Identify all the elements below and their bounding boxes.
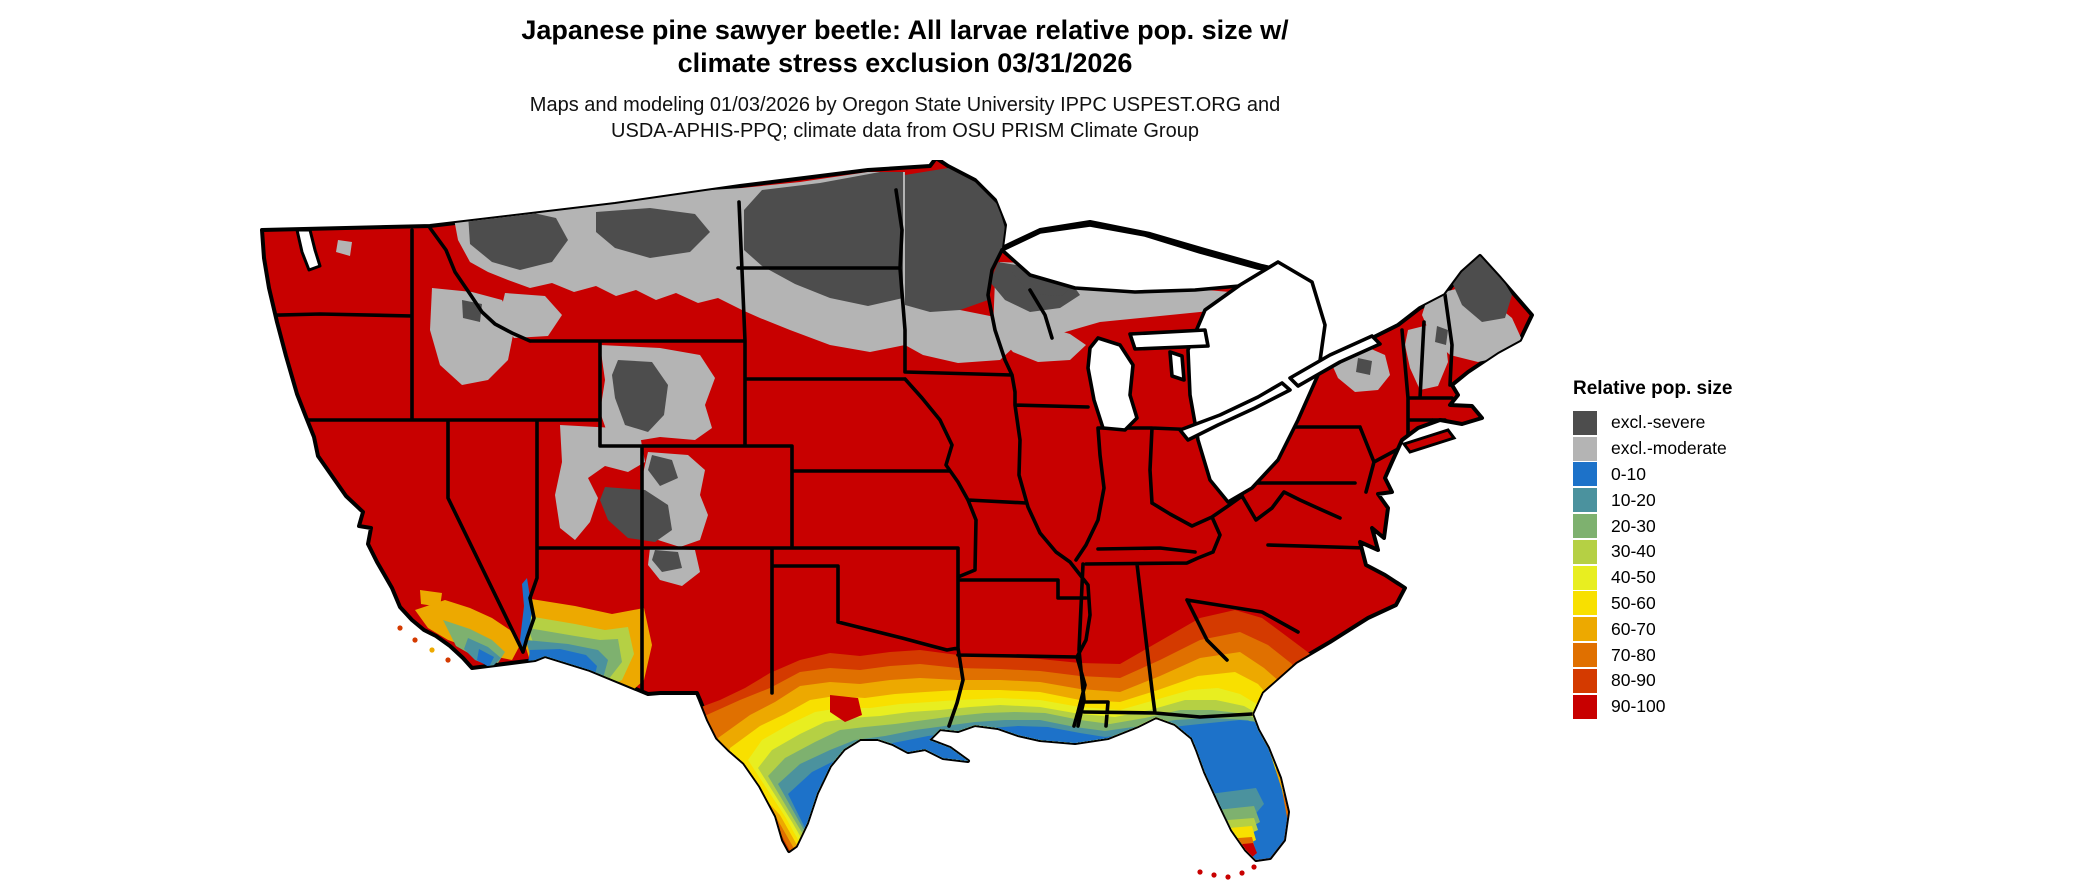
puget-sound: [295, 228, 322, 272]
legend-swatch: [1573, 488, 1597, 513]
islands: [397, 428, 1457, 880]
mackinac-strait: [1128, 328, 1210, 351]
legend-swatch: [1573, 565, 1597, 590]
map-subtitle: Maps and modeling 01/03/2026 by Oregon S…: [330, 92, 1480, 144]
legend-item: 40-50: [1573, 565, 1833, 591]
lake-erie: [1178, 381, 1292, 442]
legend-swatch: [1573, 514, 1597, 539]
us-map: [260, 160, 1534, 880]
legend-item-label: excl.-severe: [1611, 412, 1706, 433]
legend-item-label: 90-100: [1611, 696, 1666, 717]
great-lakes: [295, 223, 1382, 504]
legend-swatch: [1573, 668, 1597, 693]
legend-item: 60-70: [1573, 616, 1833, 642]
map-title-line2: climate stress exclusion 03/31/2026: [677, 48, 1133, 78]
lake-ontario: [1288, 334, 1382, 388]
legend-item-label: 10-20: [1611, 489, 1656, 510]
map-subtitle-line1: Maps and modeling 01/03/2026 by Oregon S…: [529, 94, 1281, 116]
legend-item-label: 20-30: [1611, 515, 1656, 536]
legend-item: excl.-moderate: [1573, 436, 1833, 462]
legend-item: 30-40: [1573, 539, 1833, 565]
legend-item: excl.-severe: [1573, 410, 1833, 436]
lake-huron: [1186, 260, 1327, 504]
header: Japanese pine sawyer beetle: All larvae …: [330, 14, 1480, 144]
legend-swatch: [1573, 591, 1597, 616]
legend-item-label: 40-50: [1611, 567, 1656, 588]
saginaw-bay: [1168, 350, 1186, 382]
legend-item: 80-90: [1573, 668, 1833, 694]
legend-item: 70-80: [1573, 642, 1833, 668]
florida-keys: [1197, 864, 1257, 880]
legend-item-label: 50-60: [1611, 592, 1656, 613]
state-borders: [262, 188, 1454, 728]
southwest-patches: [415, 578, 652, 708]
legend-item-label: 0-10: [1611, 463, 1647, 484]
legend-title: Relative pop. size: [1573, 378, 1733, 399]
legend-item-label: 60-70: [1611, 618, 1656, 639]
excl-severe-regions: [462, 168, 1512, 572]
map-title: Japanese pine sawyer beetle: All larvae …: [330, 14, 1480, 80]
map-subtitle-line2: USDA-APHIS-PPQ; climate data from OSU PR…: [611, 120, 1199, 142]
lake-michigan: [1086, 336, 1139, 432]
legend: Relative pop. size excl.-severe excl.-mo…: [1573, 378, 1833, 720]
legend-item: 10-20: [1573, 487, 1833, 513]
legend-swatch: [1573, 436, 1597, 461]
legend-item-label: 30-40: [1611, 541, 1656, 562]
legend-swatch: [1573, 410, 1597, 435]
legend-item: 90-100: [1573, 694, 1833, 720]
legend-swatch: [1573, 643, 1597, 668]
legend-item-label: 70-80: [1611, 644, 1656, 665]
legend-item-label: excl.-moderate: [1611, 438, 1727, 459]
legend-swatch: [1573, 462, 1597, 487]
legend-item: 50-60: [1573, 591, 1833, 617]
legend-swatch: [1573, 617, 1597, 642]
channel-islands: [397, 625, 451, 663]
legend-item: 20-30: [1573, 513, 1833, 539]
legend-item-label: 80-90: [1611, 670, 1656, 691]
map-title-line1: Japanese pine sawyer beetle: All larvae …: [521, 15, 1289, 45]
legend-items: excl.-severe excl.-moderate 0-10 10-20 2…: [1573, 410, 1833, 720]
legend-swatch: [1573, 539, 1597, 564]
long-island: [1401, 428, 1457, 454]
legend-swatch: [1573, 694, 1597, 719]
map-canvas: [230, 160, 1550, 892]
legend-item: 0-10: [1573, 462, 1833, 488]
